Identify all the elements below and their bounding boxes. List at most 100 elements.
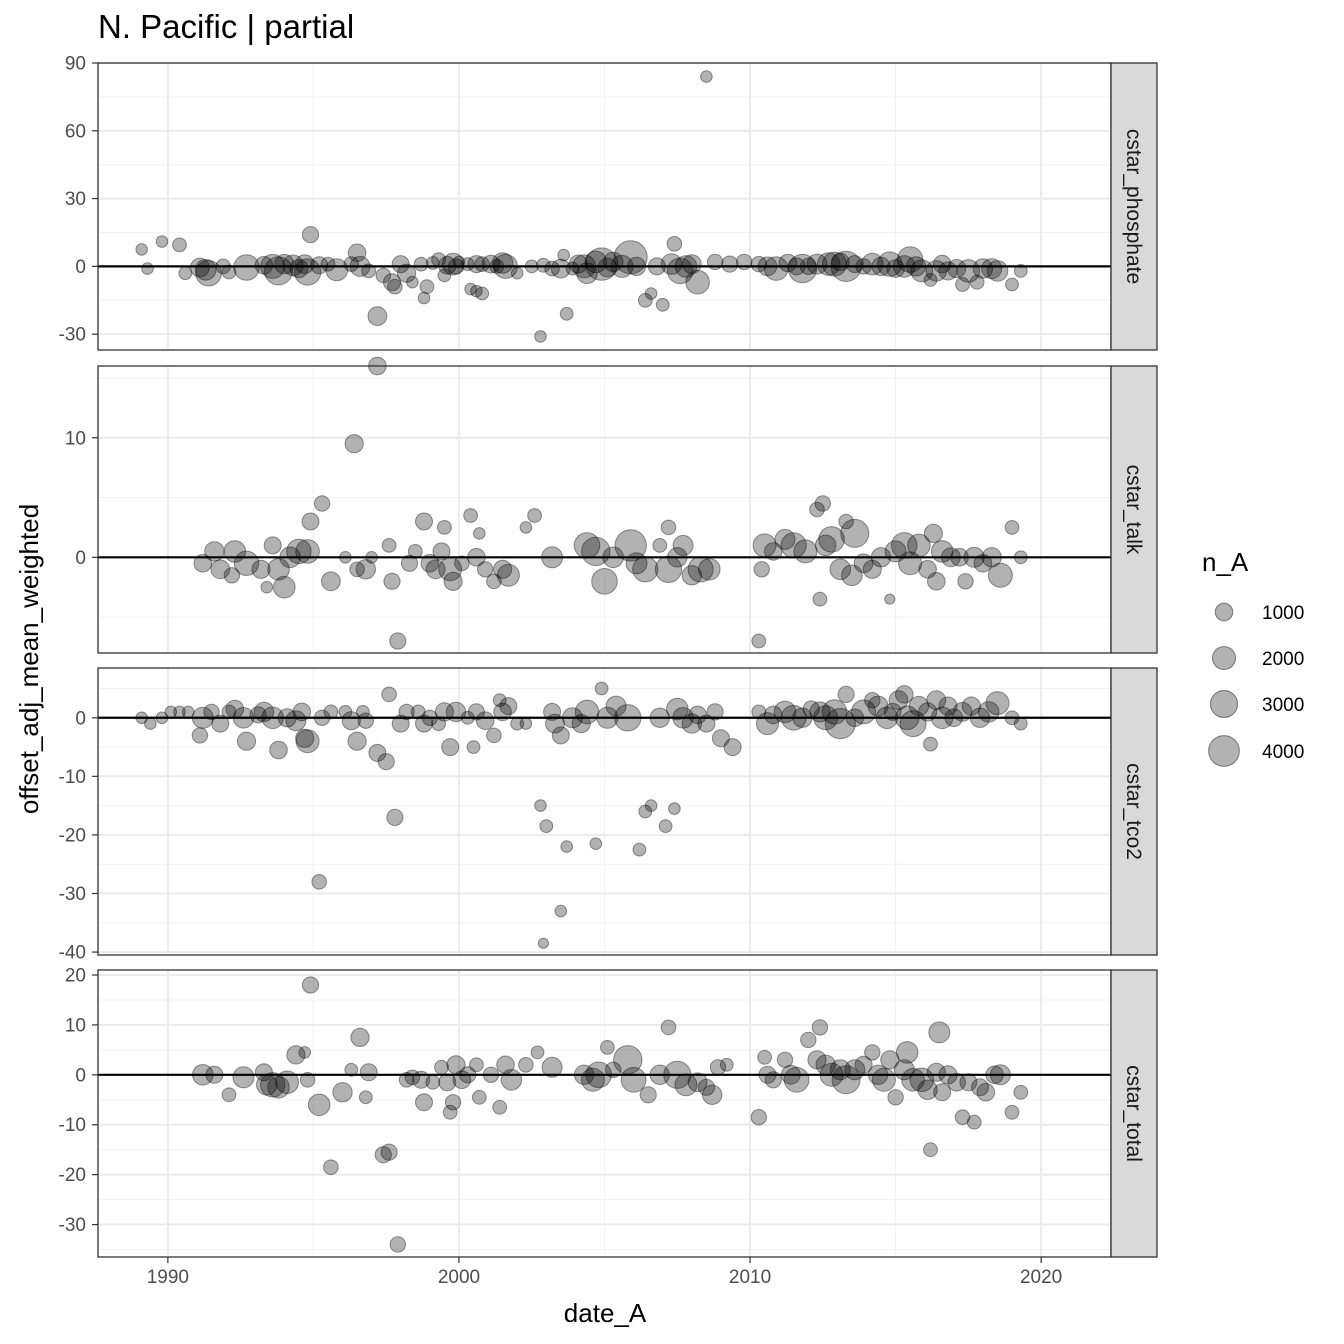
data-point xyxy=(286,538,312,565)
data-point xyxy=(644,287,658,300)
legend-title: n_A xyxy=(1202,547,1249,577)
data-point xyxy=(534,330,547,343)
data-point xyxy=(910,259,934,283)
data-point xyxy=(959,1073,978,1092)
data-point xyxy=(256,1074,278,1096)
data-point xyxy=(391,714,410,733)
data-point xyxy=(249,706,267,724)
data-point xyxy=(923,1142,938,1158)
chart-title: N. Pacific | partial xyxy=(98,8,355,45)
data-point xyxy=(681,713,702,734)
data-point xyxy=(697,1078,716,1096)
data-point xyxy=(923,523,944,544)
data-point xyxy=(347,731,367,751)
data-point xyxy=(347,243,367,263)
data-point xyxy=(721,255,739,273)
data-point xyxy=(350,1027,370,1048)
data-point xyxy=(301,976,320,994)
data-point xyxy=(441,252,465,276)
data-point xyxy=(787,253,818,284)
data-point xyxy=(674,255,698,278)
data-point xyxy=(898,551,923,576)
data-point xyxy=(854,1055,873,1074)
points-cstar_total xyxy=(192,976,1029,1253)
data-point xyxy=(809,501,825,518)
data-point xyxy=(831,252,850,272)
data-point xyxy=(375,267,392,284)
data-point xyxy=(223,540,247,563)
y-tick-label: -20 xyxy=(59,1165,86,1186)
data-point xyxy=(286,1045,306,1065)
data-point xyxy=(398,703,415,721)
data-point xyxy=(814,495,831,512)
data-point xyxy=(783,1066,810,1093)
data-point xyxy=(941,547,961,568)
data-point xyxy=(681,565,702,586)
data-point xyxy=(550,258,571,279)
data-point xyxy=(356,705,370,719)
data-point xyxy=(674,1073,698,1097)
data-point xyxy=(524,259,539,274)
panel-cstar_phosphate: -30 0 30 60 90 cstar_phosphate xyxy=(59,54,1158,351)
data-point xyxy=(867,1064,889,1086)
data-point xyxy=(463,508,479,523)
data-point xyxy=(332,1082,353,1103)
data-point xyxy=(279,546,301,569)
data-point xyxy=(310,256,329,275)
data-point xyxy=(751,633,767,649)
data-point xyxy=(672,534,694,556)
data-point xyxy=(473,527,486,540)
data-point xyxy=(437,268,452,283)
data-point xyxy=(339,551,352,564)
data-point xyxy=(654,555,683,583)
data-point xyxy=(267,558,290,581)
data-point xyxy=(666,697,689,721)
data-point xyxy=(221,264,237,280)
data-point xyxy=(446,1055,466,1075)
data-point xyxy=(493,253,518,279)
data-point xyxy=(543,702,562,721)
data-point xyxy=(976,1083,996,1102)
data-point xyxy=(1005,277,1019,292)
data-point xyxy=(687,556,714,583)
data-point xyxy=(698,558,721,581)
data-point xyxy=(981,258,1003,280)
data-point xyxy=(851,699,877,725)
data-point xyxy=(750,1109,767,1126)
data-point xyxy=(969,274,985,290)
data-point xyxy=(632,556,659,583)
data-point xyxy=(932,254,952,274)
data-point xyxy=(539,819,554,833)
y-tick-label: -30 xyxy=(59,1215,86,1236)
data-point xyxy=(807,1050,827,1070)
data-point xyxy=(829,558,852,581)
data-point xyxy=(425,559,446,580)
x-tick-label: 1990 xyxy=(147,1267,189,1288)
data-point xyxy=(260,580,274,594)
data-point xyxy=(862,559,882,579)
data-point xyxy=(415,512,433,531)
data-point xyxy=(232,1066,255,1089)
data-point xyxy=(819,1062,844,1087)
data-point xyxy=(625,552,648,575)
y-tick-label: 10 xyxy=(65,428,86,449)
data-point xyxy=(236,731,257,751)
data-point xyxy=(492,1099,508,1115)
data-point xyxy=(298,1046,312,1059)
data-point xyxy=(467,255,486,274)
data-point xyxy=(853,553,874,574)
data-point xyxy=(289,259,309,279)
data-point xyxy=(144,717,157,730)
data-point xyxy=(469,1057,484,1073)
data-point xyxy=(950,548,969,567)
legend-key xyxy=(1212,646,1236,670)
data-point xyxy=(367,306,388,327)
data-point xyxy=(482,1066,500,1084)
data-point xyxy=(816,252,841,276)
data-point xyxy=(1004,710,1020,726)
data-point xyxy=(986,260,1009,282)
data-point xyxy=(909,1067,935,1093)
data-point xyxy=(966,1114,982,1130)
data-point xyxy=(295,539,320,564)
data-point xyxy=(467,703,485,721)
